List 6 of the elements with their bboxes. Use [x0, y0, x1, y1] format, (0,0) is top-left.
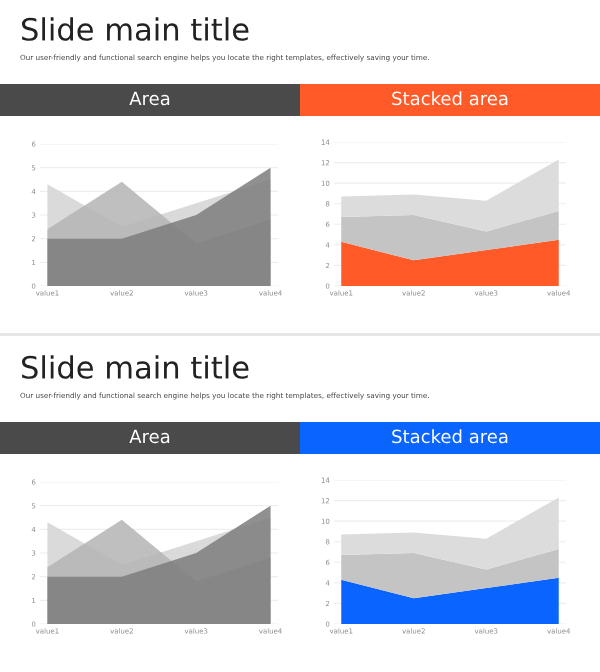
text: Slide main title	[22, 355, 249, 379]
chart-title: Stacked area	[392, 91, 508, 106]
chart-title: Area	[129, 429, 170, 444]
chart-title: Area	[129, 91, 170, 106]
text: Slide main title	[22, 17, 249, 41]
chart-title: Stacked area	[392, 429, 508, 444]
